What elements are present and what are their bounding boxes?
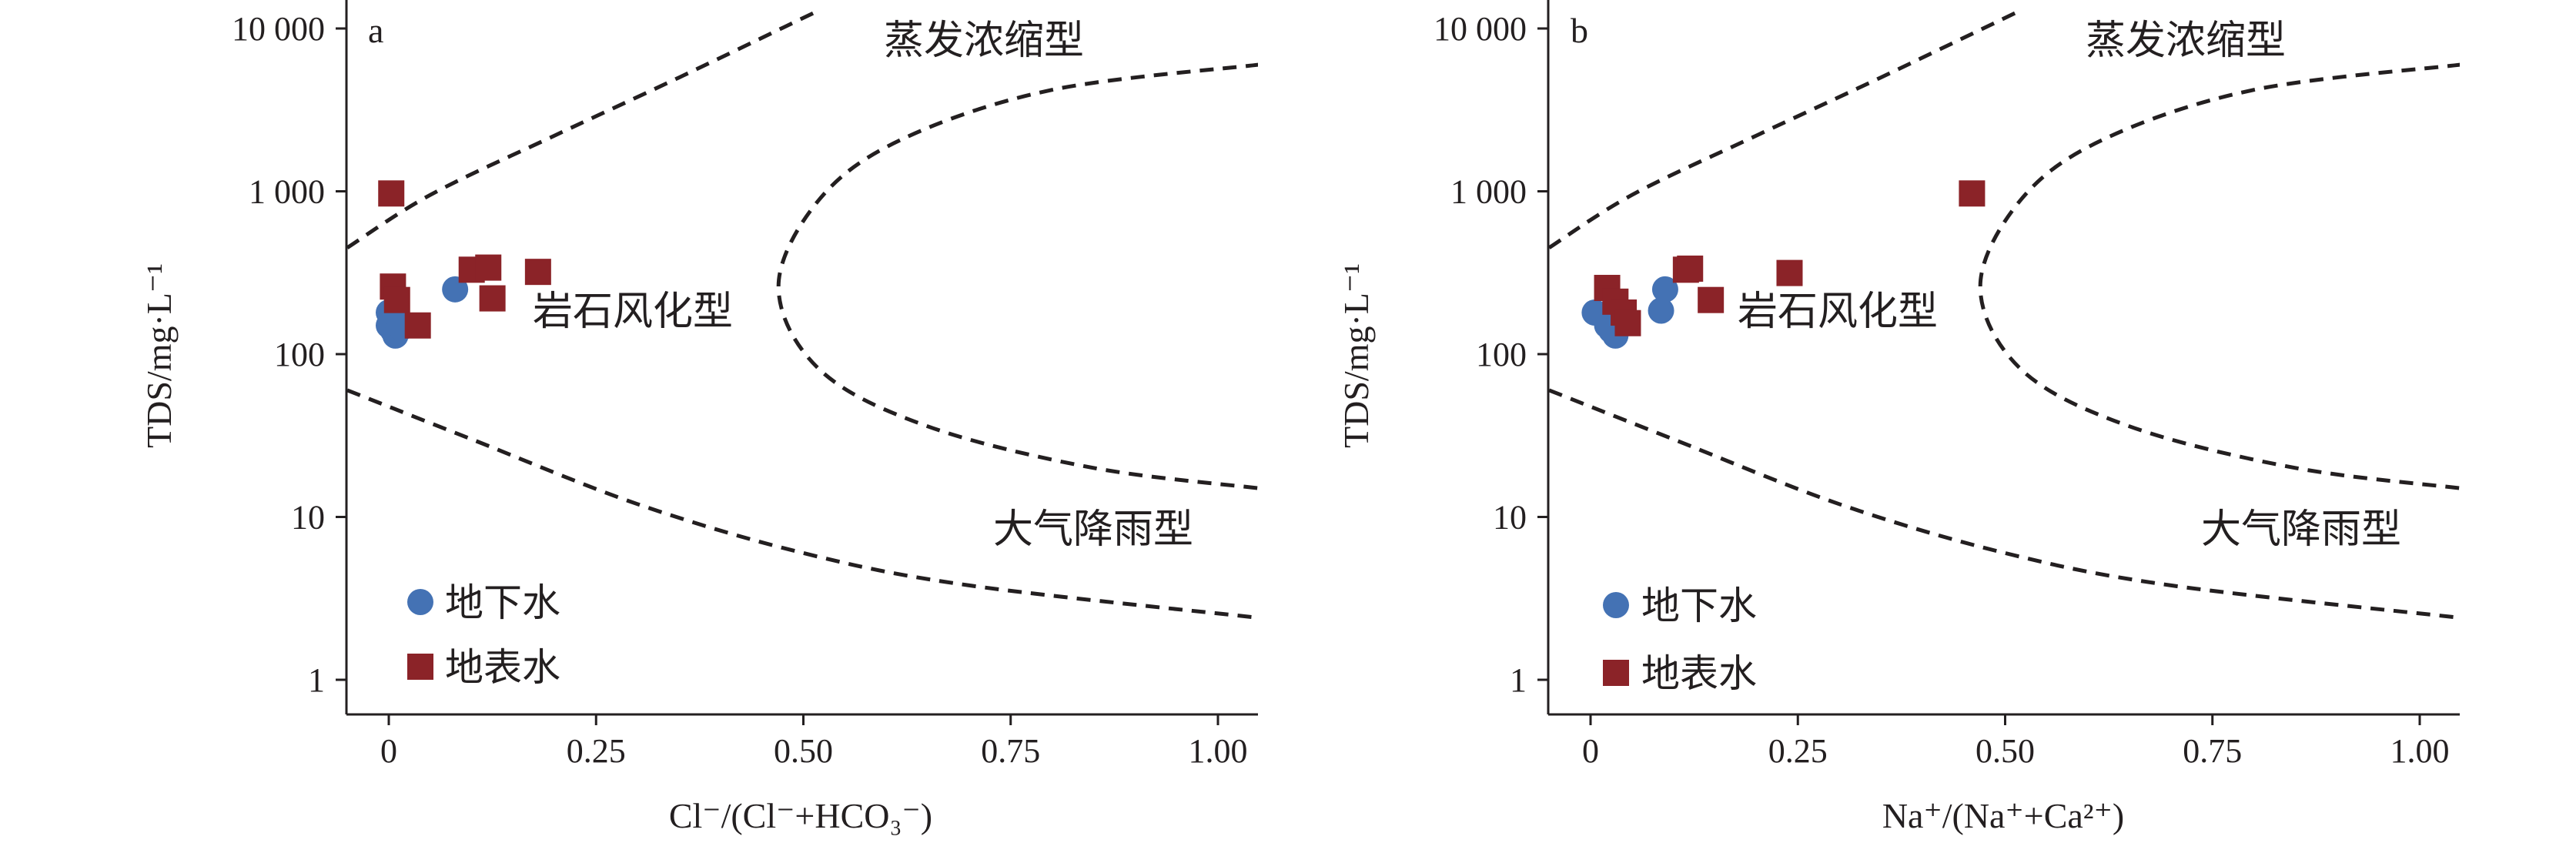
y-tick-label: 1 000 bbox=[249, 173, 325, 211]
y-axis-ticks: 1 10 100 1 000 10 000 bbox=[232, 10, 346, 699]
groundwater-point bbox=[442, 276, 469, 303]
x-tick-label: 0.75 bbox=[981, 732, 1040, 770]
surface-water-point bbox=[479, 285, 506, 312]
surface-water-point bbox=[1776, 259, 1803, 286]
panel-letter: a bbox=[368, 11, 383, 50]
y-axis-ticks: 1 10 100 1 000 10 000 bbox=[1434, 10, 1548, 699]
legend-marker-surface-water bbox=[1603, 660, 1629, 686]
region-label-rock-weathering: 岩石风化型 bbox=[1738, 289, 1938, 335]
legend: 地下水 地表水 bbox=[1603, 584, 1757, 696]
legend-marker-groundwater bbox=[1603, 592, 1629, 618]
region-label-precipitation: 大气降雨型 bbox=[993, 507, 1193, 553]
y-axis-title: TDS/mg·L⁻¹ bbox=[1337, 263, 1376, 448]
data-points bbox=[376, 180, 551, 349]
y-tick-label: 10 000 bbox=[1434, 10, 1527, 48]
x-axis-ticks: 0 0.25 0.50 0.75 1.00 bbox=[380, 714, 1248, 770]
legend-label-groundwater: 地下水 bbox=[1641, 584, 1757, 628]
legend-marker-surface-water bbox=[407, 654, 433, 680]
legend-label-groundwater: 地下水 bbox=[445, 580, 560, 625]
boundary-curves bbox=[346, 8, 1258, 620]
region-label-rock-weathering: 岩石风化型 bbox=[533, 289, 733, 335]
evaporation-boundary-curve bbox=[1548, 8, 2023, 249]
y-tick-label: 1 000 bbox=[1450, 173, 1527, 211]
region-label-precipitation: 大气降雨型 bbox=[2201, 507, 2401, 553]
data-points bbox=[1581, 180, 1986, 349]
surface-water-point bbox=[1614, 309, 1641, 336]
surface-water-point bbox=[475, 254, 502, 281]
evaporation-boundary-curve bbox=[346, 8, 821, 249]
x-tick-label: 0 bbox=[1582, 732, 1599, 770]
x-tick-label: 1.00 bbox=[2390, 732, 2450, 770]
y-tick-label: 100 bbox=[274, 336, 325, 373]
precipitation-boundary-curve bbox=[1548, 388, 2460, 620]
x-axis-ticks: 0 0.25 0.50 0.75 1.00 bbox=[1582, 714, 2450, 770]
surface-water-point bbox=[378, 180, 405, 207]
region-label-evaporation: 蒸发浓缩型 bbox=[884, 18, 1084, 64]
surface-water-point bbox=[383, 286, 410, 313]
legend-label-surface-water: 地表水 bbox=[1641, 651, 1757, 696]
panel-a: 0 0.25 0.50 0.75 1.00 1 10 100 1 000 10 000 a 蒸发… bbox=[139, 0, 1258, 835]
legend-marker-groundwater bbox=[407, 589, 433, 615]
legend: 地下水 地表水 bbox=[407, 580, 560, 690]
panel-b: 0 0.25 0.50 0.75 1.00 1 10 100 1 000 10 000 b 蒸发… bbox=[1337, 0, 2460, 835]
x-axis-title: Na⁺/(Na⁺+Ca²⁺) bbox=[1882, 796, 2124, 835]
x-tick-label: 0 bbox=[380, 732, 397, 770]
boundary-curves bbox=[1548, 8, 2460, 620]
surface-water-point bbox=[524, 259, 551, 286]
groundwater-point bbox=[1651, 276, 1678, 303]
y-tick-label: 1 bbox=[308, 661, 325, 699]
legend-label-surface-water: 地表水 bbox=[445, 645, 560, 690]
surface-water-point bbox=[1677, 255, 1704, 282]
x-tick-label: 1.00 bbox=[1189, 732, 1248, 770]
y-tick-label: 10 bbox=[291, 499, 325, 537]
surface-water-point bbox=[404, 312, 431, 339]
groundwater-point bbox=[1648, 297, 1674, 324]
panel-letter: b bbox=[1571, 11, 1588, 50]
x-tick-label: 0.50 bbox=[774, 732, 833, 770]
x-axis-title: Cl⁻/(Cl⁻+HCO₃⁻) bbox=[669, 796, 932, 835]
surface-water-point bbox=[1959, 180, 1986, 207]
precipitation-boundary-curve bbox=[346, 388, 1258, 620]
y-tick-label: 100 bbox=[1476, 336, 1527, 373]
y-tick-label: 10 000 bbox=[232, 10, 325, 48]
surface-water-point bbox=[1698, 286, 1725, 313]
region-label-evaporation: 蒸发浓缩型 bbox=[2086, 18, 2286, 64]
y-tick-label: 1 bbox=[1510, 661, 1527, 699]
y-axis-title: TDS/mg·L⁻¹ bbox=[139, 263, 179, 448]
x-tick-label: 0.25 bbox=[1768, 732, 1828, 770]
x-tick-label: 0.50 bbox=[1975, 732, 2035, 770]
y-tick-label: 10 bbox=[1493, 499, 1527, 537]
x-tick-label: 0.25 bbox=[567, 732, 626, 770]
weathering-boundary-curve bbox=[776, 62, 1258, 490]
x-tick-label: 0.75 bbox=[2183, 732, 2242, 770]
weathering-boundary-curve bbox=[1978, 62, 2460, 490]
